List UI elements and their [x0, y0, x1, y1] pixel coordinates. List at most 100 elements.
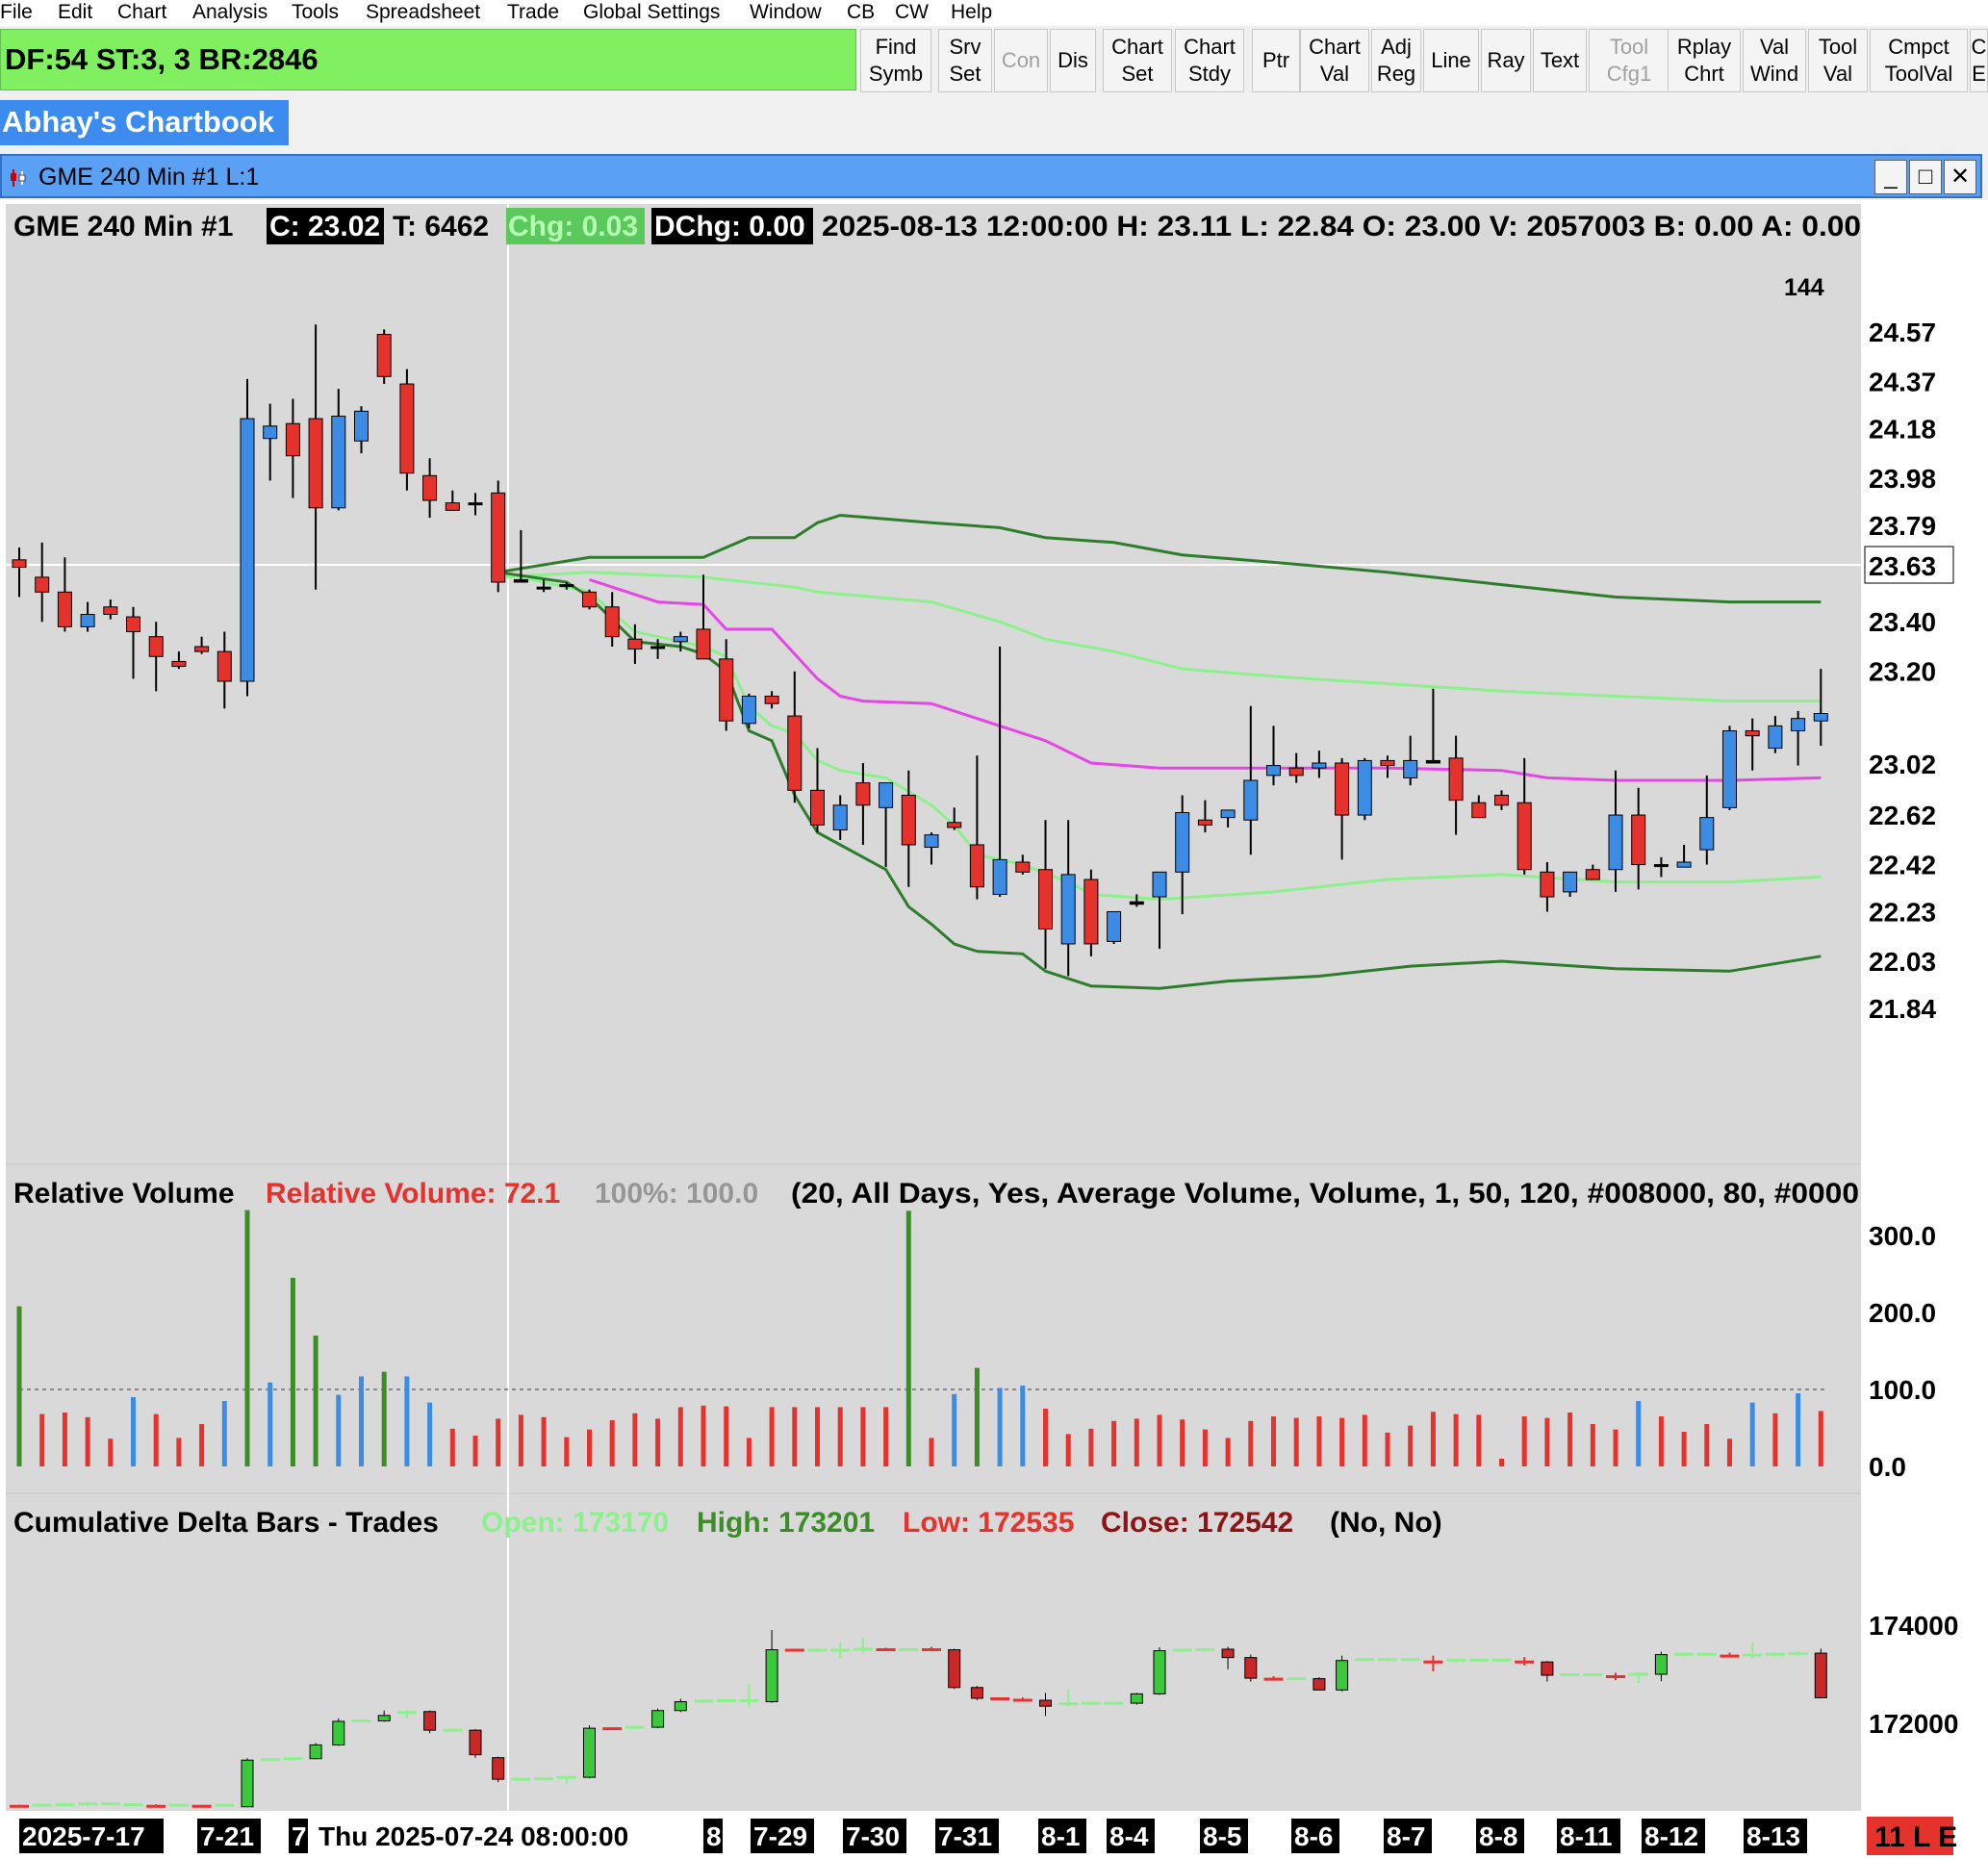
price-pane[interactable] — [6, 204, 1861, 1811]
menu-cb[interactable]: CB — [847, 1, 876, 23]
toolbar-button-text[interactable]: Text — [1533, 29, 1587, 92]
toolbar-button-line[interactable]: Line — [1423, 29, 1479, 92]
toolbar-button-adj-reg[interactable]: Adj Reg — [1371, 29, 1421, 92]
relvol-bar — [632, 1413, 638, 1466]
delta-bar — [1130, 1693, 1143, 1704]
price-candle — [1516, 802, 1532, 871]
price-tick-label: 21.84 — [1869, 994, 1936, 1024]
price-candle — [331, 416, 346, 509]
relvol-bar — [655, 1418, 661, 1466]
menu-spreadsheet[interactable]: Spreadsheet — [366, 1, 481, 23]
price-tick-label: 24.18 — [1869, 414, 1936, 444]
time-label-bg — [1476, 1819, 1524, 1853]
menu-global-settings[interactable]: Global Settings — [583, 1, 721, 23]
menu-tools[interactable]: Tools — [292, 1, 340, 23]
menu-cw[interactable]: CW — [895, 1, 929, 23]
delta-bar — [1336, 1660, 1349, 1691]
time-axis[interactable]: 2025-7-17 7-21 7 Thu 2025-07-24 08:00:00 8 7-… — [19, 1819, 1807, 1853]
relvol-bar — [1065, 1434, 1071, 1466]
toolbar-button-ray[interactable]: Ray — [1481, 29, 1531, 92]
relvol-bar — [244, 1210, 250, 1466]
menu-edit[interactable]: Edit — [58, 1, 93, 23]
menu-help[interactable]: Help — [951, 1, 993, 23]
minimize-button[interactable]: _ — [1874, 160, 1907, 194]
toolbar-button-cmpct-toolval[interactable]: Cmpct ToolVal — [1870, 29, 1968, 92]
relvol-bar — [1043, 1409, 1048, 1466]
toolbar-button-srv-set[interactable]: Srv Set — [938, 29, 992, 92]
relvol-bar — [1248, 1420, 1254, 1466]
price-candle — [80, 614, 95, 627]
relvol-bar — [1818, 1411, 1823, 1466]
price-candle — [1722, 730, 1737, 808]
chart-window-titlebar[interactable]: GME 240 Min #1 L:1 _ □ ✕ — [0, 154, 1982, 198]
relvol-bar — [701, 1405, 706, 1466]
relvol-bar — [1749, 1402, 1755, 1466]
chartbook-tab[interactable]: Abhay's Chartbook — [0, 100, 289, 145]
relvol-bar — [952, 1393, 957, 1466]
price-tick-label: 24.37 — [1869, 367, 1936, 396]
relvol-bar — [1111, 1420, 1117, 1466]
toolbar-button-chart-stdy[interactable]: Chart Stdy — [1175, 29, 1244, 92]
menu-bar: File Edit Chart Analysis Tools Spreadsheet Tra… — [0, 0, 1988, 26]
toolbar-button-chart-set[interactable]: Chart Set — [1103, 29, 1172, 92]
toolbar-button-chart-val[interactable]: Chart Val — [1300, 29, 1369, 92]
dchg-box — [651, 208, 813, 244]
relvol-bar — [404, 1376, 410, 1466]
close-button[interactable]: ✕ — [1944, 160, 1976, 194]
relvol-bar — [153, 1413, 159, 1466]
delta-tick-label: 174000 — [1869, 1611, 1958, 1641]
relvol-bar — [1225, 1438, 1231, 1466]
last-price-box — [1865, 745, 1953, 781]
overlay-band-outer-upper — [497, 513, 1822, 604]
relvol-bar — [860, 1407, 866, 1466]
price-axis-panel[interactable] — [1861, 204, 1953, 1811]
time-label: 7-30 — [846, 1821, 900, 1851]
close-value: C: 23.02 — [269, 211, 380, 242]
relvol-bar — [1134, 1418, 1139, 1466]
menu-chart[interactable]: Chart — [117, 1, 167, 23]
delta-bar — [1313, 1678, 1326, 1691]
chart-area[interactable]: 24.5724.3724.1823.9823.7923.4023.2022.81… — [0, 200, 1988, 1859]
relvol-bar — [905, 1210, 911, 1466]
relvol-tick-label: 0.0 — [1869, 1452, 1906, 1482]
price-candle — [1699, 817, 1715, 851]
time-label: 7-21 — [200, 1821, 254, 1851]
menu-trade[interactable]: Trade — [507, 1, 560, 23]
chart-window-title: GME 240 Min #1 L:1 — [38, 164, 260, 191]
dchg-value: DChg: 0.00 — [654, 211, 805, 242]
time-label-bg — [935, 1819, 999, 1853]
toolbar-button-ptr[interactable]: Ptr — [1252, 29, 1300, 92]
price-candle — [263, 425, 278, 440]
relvol-bar — [1476, 1414, 1482, 1466]
relvol-bar — [1772, 1413, 1778, 1466]
toolbar-button-val-wind[interactable]: Val Wind — [1743, 29, 1806, 92]
toolbar-button-find-symb[interactable]: Find Symb — [860, 29, 931, 92]
relvol-tick-label: 300.0 — [1869, 1221, 1936, 1251]
price-candle — [1676, 861, 1692, 868]
menu-file[interactable]: File — [0, 1, 33, 23]
toolbar-button-dis[interactable]: Dis — [1050, 29, 1096, 92]
time-label-bg — [1200, 1819, 1248, 1853]
toolbar-button-tool-cfg1[interactable]: Tool Cfg1 — [1589, 29, 1669, 92]
toolbar-button-rplay-chrt[interactable]: Rplay Chrt — [1668, 29, 1741, 92]
toolbar-button-tool-val[interactable]: Tool Val — [1808, 29, 1868, 92]
relvol-bar — [131, 1397, 136, 1466]
time-label: 7-31 — [938, 1821, 992, 1851]
relvol-bar — [1271, 1416, 1276, 1466]
menu-window[interactable]: Window — [750, 1, 822, 23]
price-candle — [126, 616, 140, 633]
relvol-bar — [974, 1367, 980, 1466]
menu-analysis[interactable]: Analysis — [192, 1, 268, 23]
toolbar-button-con[interactable]: Con — [994, 29, 1048, 92]
price-tick-label: 22.62 — [1869, 801, 1936, 830]
relvol-bar — [221, 1401, 227, 1466]
relvol-bar — [1499, 1459, 1504, 1466]
delta-bar — [423, 1711, 437, 1731]
relvol-bar — [518, 1414, 523, 1466]
relvol-bar — [39, 1413, 45, 1466]
delta-bar — [377, 1715, 391, 1721]
maximize-button[interactable]: □ — [1909, 160, 1942, 194]
chart-symbol: GME 240 Min #1 — [13, 211, 233, 242]
delta-bar — [469, 1729, 482, 1756]
